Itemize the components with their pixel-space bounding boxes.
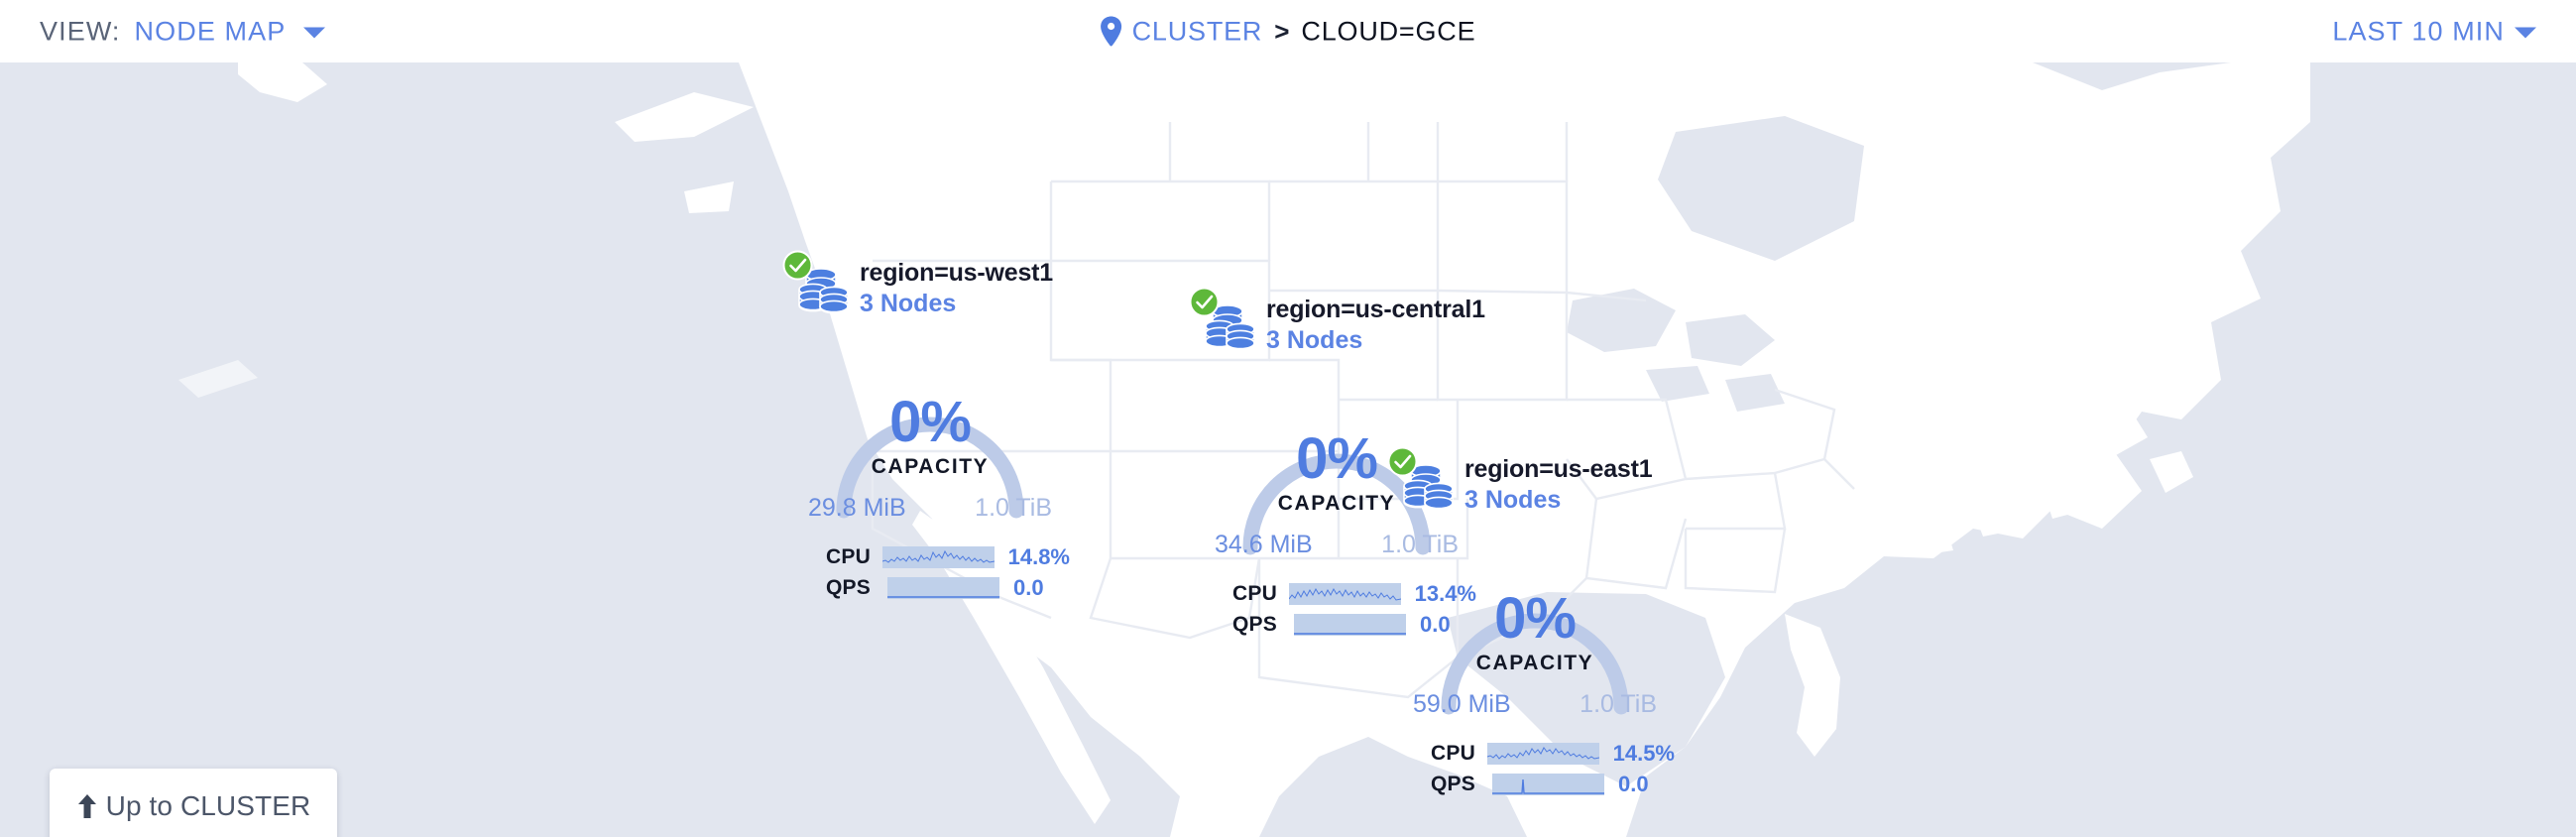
time-range-label[interactable]: LAST 10 MIN bbox=[2332, 16, 2505, 46]
region-header[interactable]: region=us-central1 3 Nodes bbox=[1189, 287, 1485, 356]
view-current-value[interactable]: NODE MAP bbox=[134, 16, 287, 46]
capacity-caption: CAPACITY bbox=[1277, 492, 1396, 515]
database-stack-icon bbox=[1403, 464, 1454, 511]
up-to-cluster-label: Up to CLUSTER bbox=[105, 790, 311, 821]
region-node-count: 3 Nodes bbox=[1266, 326, 1363, 354]
metric-label: CPU bbox=[1232, 581, 1277, 605]
capacity-total: 1.0 TiB bbox=[975, 494, 1052, 522]
map-pin-icon bbox=[1101, 16, 1122, 47]
metric-value: 13.4% bbox=[1414, 580, 1476, 606]
check-circle-icon bbox=[1387, 446, 1418, 477]
cpu-sparkline bbox=[1288, 582, 1401, 605]
capacity-used: 34.6 MiB bbox=[1215, 531, 1313, 558]
capacity-used: 29.8 MiB bbox=[808, 494, 906, 522]
view-label: VIEW: bbox=[40, 16, 121, 46]
gauge-arc bbox=[1441, 613, 1629, 715]
metric-value: 0.0 bbox=[1013, 574, 1044, 600]
region-header[interactable]: region=us-west1 3 Nodes bbox=[782, 250, 1053, 319]
metrics-list: CPU 14.8% QPS 0.0 bbox=[826, 541, 1070, 603]
metric-value: 14.5% bbox=[1612, 740, 1675, 766]
arrow-up-icon bbox=[76, 793, 98, 819]
metric-row: CPU 13.4% bbox=[1232, 578, 1476, 609]
capacity-range: 59.0 MiB 1.0 TiB bbox=[1413, 690, 1657, 719]
region-node-count: 3 Nodes bbox=[860, 290, 957, 317]
capacity-gauge: 0% CAPACITY 29.8 MiB 1.0 TiB bbox=[808, 360, 1052, 529]
metric-label: QPS bbox=[826, 575, 871, 599]
check-circle-icon bbox=[1189, 287, 1220, 317]
qps-sparkline bbox=[1492, 773, 1604, 795]
up-to-cluster-button[interactable]: Up to CLUSTER bbox=[50, 769, 337, 837]
capacity-total: 1.0 TiB bbox=[1381, 531, 1459, 558]
map-canvas[interactable]: region=us-west1 3 Nodes 0% CAPACITY 29.8… bbox=[0, 62, 2576, 837]
capacity-total: 1.0 TiB bbox=[1580, 690, 1657, 718]
capacity-percent: 0% bbox=[1296, 426, 1378, 491]
region-header[interactable]: region=us-east1 3 Nodes bbox=[1387, 446, 1653, 516]
node-icon-group bbox=[782, 250, 850, 317]
capacity-percent: 0% bbox=[889, 390, 972, 454]
cpu-sparkline bbox=[881, 545, 995, 568]
breadcrumb-root-link[interactable]: CLUSTER bbox=[1131, 16, 1263, 46]
metric-value: 0.0 bbox=[1618, 771, 1649, 796]
top-header-bar: VIEW: NODE MAP CLUSTER > CLOUD=GCE LAST … bbox=[0, 0, 2576, 62]
region-node-count: 3 Nodes bbox=[1464, 486, 1562, 514]
metric-row: QPS 0.0 bbox=[826, 572, 1070, 603]
metric-value: 0.0 bbox=[1420, 611, 1451, 637]
region-name-label: region=us-east1 bbox=[1464, 455, 1653, 483]
region-name-label: region=us-central1 bbox=[1266, 296, 1485, 323]
metric-row: CPU 14.8% bbox=[826, 541, 1070, 572]
metric-value: 14.8% bbox=[1007, 543, 1070, 569]
metric-label: CPU bbox=[826, 544, 871, 568]
chevron-down-icon[interactable] bbox=[303, 27, 326, 39]
node-icon-group bbox=[1387, 446, 1455, 514]
time-range-selector[interactable]: LAST 10 MIN bbox=[2332, 16, 2536, 47]
metric-label: QPS bbox=[1232, 612, 1277, 636]
check-circle-icon bbox=[782, 250, 813, 281]
metrics-list: CPU 13.4% QPS 0.0 bbox=[1232, 578, 1476, 640]
view-selector[interactable]: VIEW: NODE MAP bbox=[40, 16, 326, 47]
capacity-caption: CAPACITY bbox=[871, 455, 990, 478]
breadcrumb-current: CLOUD=GCE bbox=[1301, 16, 1476, 46]
capacity-used: 59.0 MiB bbox=[1413, 690, 1511, 718]
capacity-gauge: 0% CAPACITY 59.0 MiB 1.0 TiB bbox=[1413, 556, 1657, 725]
metric-row: CPU 14.5% bbox=[1431, 738, 1675, 769]
metrics-list: CPU 14.5% QPS 0.0 bbox=[1431, 738, 1675, 799]
database-stack-icon bbox=[1205, 304, 1255, 351]
gauge-arc bbox=[1242, 453, 1431, 555]
capacity-percent: 0% bbox=[1494, 586, 1577, 651]
metric-row: QPS 0.0 bbox=[1431, 769, 1675, 799]
capacity-range: 34.6 MiB 1.0 TiB bbox=[1215, 531, 1459, 559]
node-icon-group bbox=[1189, 287, 1256, 354]
breadcrumb: CLUSTER > CLOUD=GCE bbox=[1101, 16, 1476, 47]
breadcrumb-separator: > bbox=[1274, 16, 1290, 46]
metric-label: CPU bbox=[1431, 741, 1475, 765]
region-name-label: region=us-west1 bbox=[860, 259, 1053, 287]
capacity-range: 29.8 MiB 1.0 TiB bbox=[808, 494, 1052, 523]
database-stack-icon bbox=[798, 268, 849, 314]
qps-sparkline bbox=[1294, 613, 1406, 636]
metric-row: QPS 0.0 bbox=[1232, 609, 1476, 640]
capacity-caption: CAPACITY bbox=[1475, 652, 1594, 674]
qps-sparkline bbox=[887, 576, 999, 599]
metric-label: QPS bbox=[1431, 772, 1475, 795]
capacity-gauge: 0% CAPACITY 34.6 MiB 1.0 TiB bbox=[1215, 397, 1459, 565]
cpu-sparkline bbox=[1486, 742, 1599, 765]
north-america-map bbox=[178, 62, 2310, 837]
chevron-down-icon[interactable] bbox=[2515, 27, 2536, 39]
gauge-arc bbox=[836, 417, 1024, 519]
